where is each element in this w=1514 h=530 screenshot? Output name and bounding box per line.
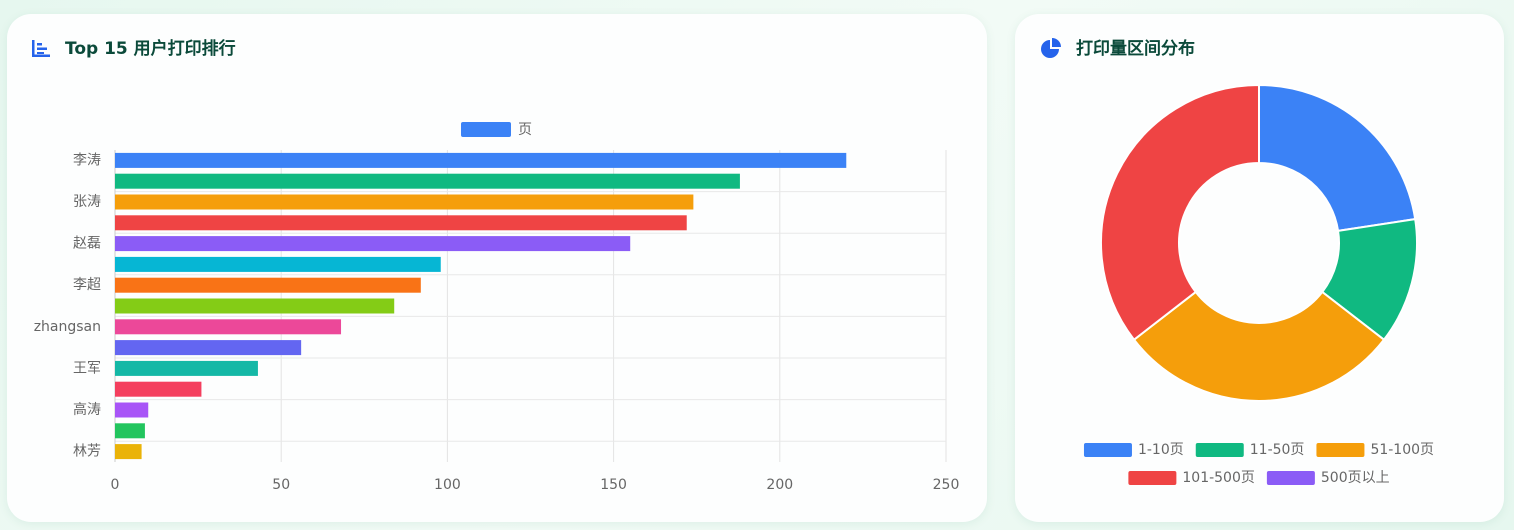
- y-tick-label: 高涛: [73, 401, 101, 418]
- bar: [115, 215, 687, 231]
- chart-title: Top 15 用户打印排行: [65, 38, 236, 59]
- y-tick-label: 李超: [73, 277, 101, 293]
- bar-card: Top 15 用户打印排行 0 50 100 150 200 250 页李涛张涛赵磊李超 zh…: [7, 14, 987, 522]
- title-icon: [32, 40, 50, 57]
- bar: [115, 277, 421, 293]
- x-tick-label: 250: [933, 477, 960, 493]
- y-tick-label: 林芳: [73, 443, 101, 460]
- title-icon: [1041, 38, 1061, 58]
- bar: [115, 319, 342, 335]
- bar: [115, 256, 441, 272]
- slice: [1258, 83, 1417, 233]
- x-tick-label: 200: [766, 477, 793, 493]
- y-tick-label: 赵磊: [73, 236, 101, 252]
- bar: [115, 152, 847, 168]
- slice: [1100, 83, 1260, 342]
- bar: [115, 298, 395, 314]
- bar: [115, 402, 149, 418]
- bar: [115, 381, 202, 397]
- legend-label: 页: [518, 122, 532, 138]
- legend-label: 51-100页: [1370, 442, 1434, 458]
- chart-title: 打印量区间分布: [1076, 38, 1195, 59]
- legend-label: 1-10页: [1138, 442, 1184, 458]
- legend-swatch: [1083, 443, 1132, 457]
- legend-swatch: [1266, 471, 1315, 485]
- slice: [1132, 290, 1386, 403]
- legend-swatch: [1316, 443, 1365, 457]
- bar: [115, 360, 258, 376]
- bar: [115, 236, 631, 252]
- doughnut-chart: 打印量区间分布 1-10页 11-50页 51-100页 101-500页 500页以上: [1041, 38, 1434, 486]
- x-tick-label: 150: [600, 477, 627, 493]
- pie-card: 打印量区间分布 1-10页 11-50页 51-100页 101-500页 500页以上: [1015, 14, 1504, 522]
- y-tick-label: 王军: [73, 360, 101, 376]
- bar: [115, 423, 145, 439]
- x-tick-label: 100: [434, 477, 461, 493]
- legend-swatch: [461, 122, 511, 137]
- legend-label: 11-50页: [1250, 442, 1305, 458]
- legend-swatch: [1128, 471, 1177, 485]
- x-tick-label: 50: [272, 477, 290, 493]
- legend-swatch: [1195, 443, 1244, 457]
- y-tick-label: zhangsan: [34, 319, 101, 335]
- y-tick-label: 李涛: [73, 152, 101, 168]
- legend-label: 101-500页: [1182, 470, 1255, 486]
- bar: [115, 194, 694, 210]
- y-tick-label: 张涛: [73, 194, 101, 210]
- bar: [115, 444, 142, 460]
- bar: [115, 340, 302, 356]
- x-tick-label: 0: [111, 477, 120, 493]
- legend-label: 500页以上: [1321, 470, 1390, 486]
- bar: [115, 173, 740, 189]
